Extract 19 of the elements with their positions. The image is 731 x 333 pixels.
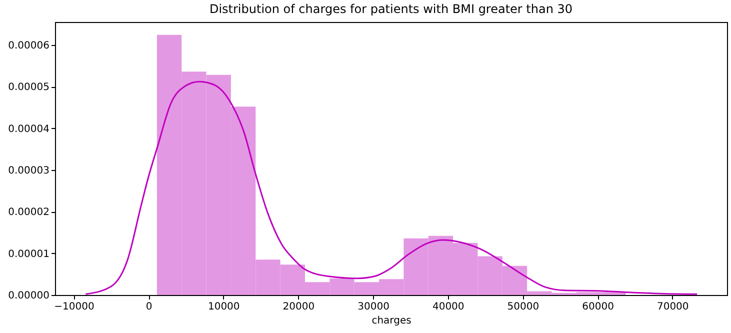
y-tick-label: 0.00000 [8,290,50,302]
x-tick-label: 30000 [358,302,390,312]
x-tick-label: −10000 [54,302,94,312]
x-tick-label: 20000 [282,302,315,312]
x-tick-label: 60000 [582,302,614,312]
y-tick-label: 0.00005 [8,82,50,94]
y-tick-label: 0.00006 [8,40,50,52]
y-tick-label: 0.00001 [8,248,50,260]
line-series [84,80,698,295]
y-tick-label: 0.00004 [8,124,50,135]
x-tick-label: 40000 [432,302,464,312]
x-tick-label: 70000 [656,302,689,312]
y-tick-label: 0.00003 [8,165,50,176]
x-tick-label: 50000 [507,302,540,312]
chart-title: Distribution of charges for patients with BMI greater than 30 [209,2,573,16]
x-tick-label: 0 [146,302,152,312]
x-axis-title: charges [372,316,412,326]
y-tick-label: 0.00002 [8,207,50,218]
x-tick-label: 10000 [208,302,240,312]
